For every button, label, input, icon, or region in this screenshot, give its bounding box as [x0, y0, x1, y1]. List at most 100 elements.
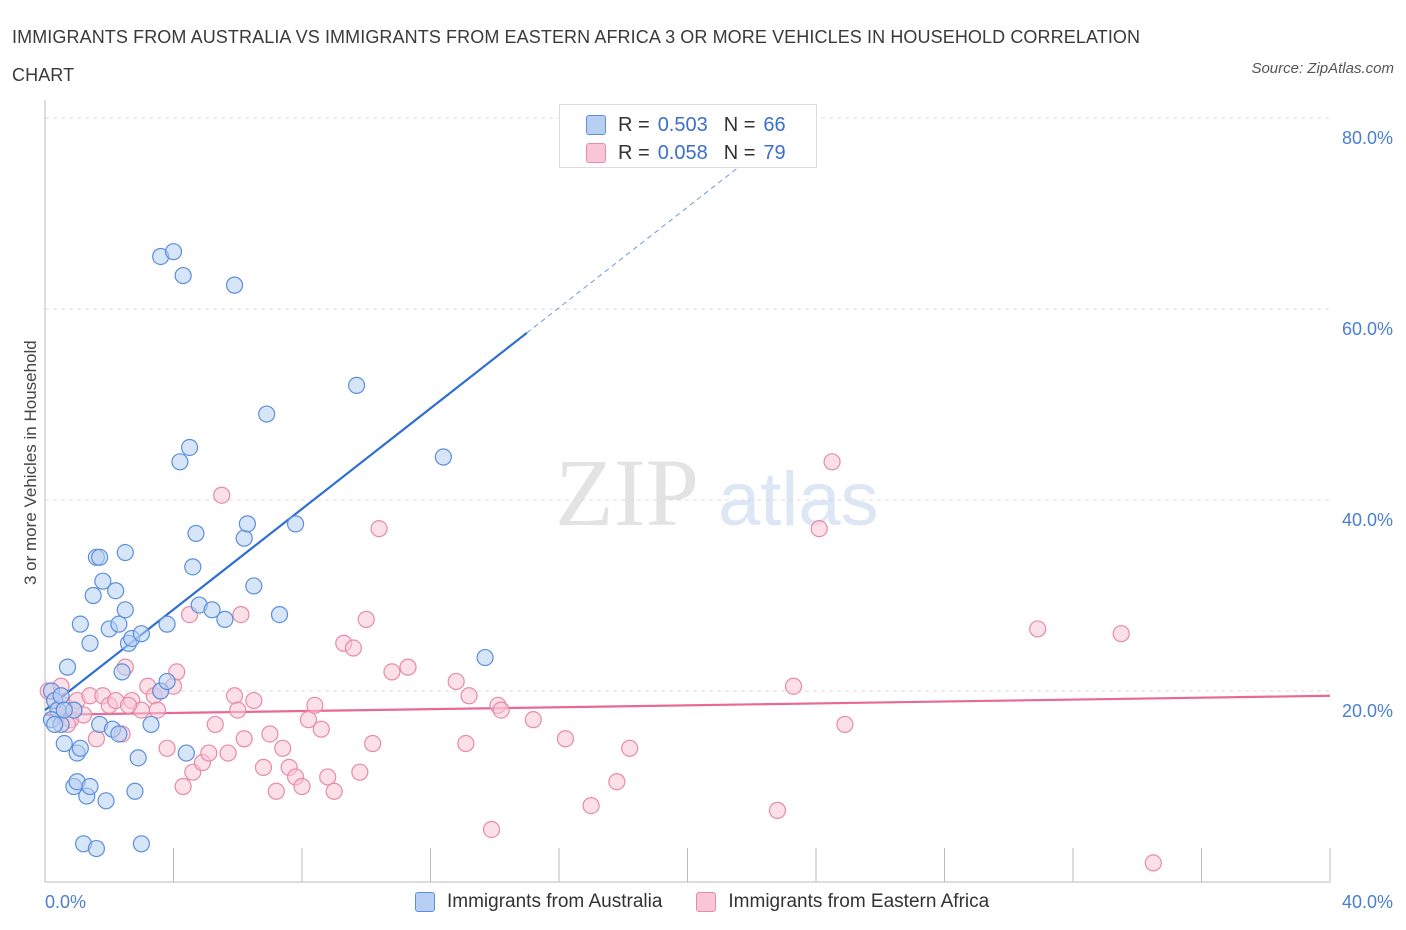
eastern-africa-point [119, 696, 138, 714]
legend-label: Immigrants from Eastern Africa [728, 891, 990, 912]
eastern-africa-point [492, 701, 510, 719]
stats-legend: R = 0.503 N = 66 R = 0.058 N = 79 [559, 104, 817, 168]
eastern-africa-point [267, 782, 285, 800]
watermark-zip: ZIP [555, 439, 699, 546]
eastern-africa-point [582, 796, 600, 815]
australia-point [171, 453, 189, 471]
australia-point [55, 734, 73, 753]
grid [45, 117, 1330, 692]
australia-point [71, 739, 89, 757]
australia-point [216, 610, 234, 628]
australia-point [174, 266, 192, 285]
eastern-africa-point [823, 453, 841, 471]
trend-lines [44, 156, 1331, 716]
australia-point [87, 839, 106, 858]
eastern-africa-point [357, 610, 375, 628]
australia-point [91, 548, 109, 566]
eastern-africa-point [245, 691, 263, 710]
eastern-africa-point [383, 663, 401, 681]
stats-row-australia: R = 0.503 N = 66 [586, 111, 786, 139]
eastern-africa-point [621, 739, 639, 757]
australia-point [142, 715, 160, 734]
australia-point [203, 601, 221, 619]
eastern-africa-point [836, 715, 854, 734]
eastern-africa-point [524, 711, 542, 729]
australia-point [97, 792, 115, 810]
eastern-africa-point [225, 687, 244, 705]
eastern-africa-point [1144, 854, 1162, 872]
australia-point [238, 515, 256, 533]
n-label: N = [723, 113, 756, 136]
australia-point [71, 615, 89, 633]
y-ticks: 20.0% 40.0% 60.0% 80.0% [1342, 128, 1393, 721]
australia-point [235, 529, 253, 547]
eastern-africa-point [219, 744, 237, 762]
australia-point [184, 558, 202, 576]
eastern-africa-point [174, 777, 192, 796]
y-tick-label: 60.0% [1342, 319, 1393, 339]
eastern-africa-point [457, 734, 475, 753]
chart-title: IMMIGRANTS FROM AUSTRALIA VS IMMIGRANTS … [12, 27, 1141, 85]
australia-point [132, 625, 150, 643]
australia-point [158, 672, 176, 691]
eastern-africa-point [1029, 620, 1047, 638]
eastern-africa-point [1112, 625, 1130, 643]
australia-point [113, 663, 131, 681]
australia-point [126, 782, 144, 800]
australia-point [110, 615, 128, 633]
n-value: 66 [763, 113, 786, 136]
eastern-africa-point [87, 730, 106, 748]
y-tick-label: 20.0% [1342, 701, 1393, 721]
eastern-africa-point [148, 701, 167, 719]
r-label: R = [618, 141, 650, 164]
axes [44, 100, 1331, 883]
legend-item-eastern-africa[interactable]: Immigrants from Eastern Africa [696, 891, 989, 913]
australia-point [46, 715, 64, 734]
australia-point [107, 582, 125, 600]
australia-swatch [586, 115, 606, 135]
australia-point [81, 634, 99, 652]
eastern-africa-point [344, 639, 362, 657]
eastern-africa-point [447, 672, 465, 691]
australia-trend-extension [526, 156, 753, 334]
eastern-africa-point [556, 730, 575, 748]
legend-label: Immigrants from Australia [447, 891, 663, 912]
eastern-africa-point [460, 687, 478, 705]
eastern-africa-swatch [696, 892, 717, 912]
australia-point [187, 524, 205, 543]
australia-point [52, 687, 70, 705]
australia-point [225, 276, 244, 294]
australia-point [164, 243, 183, 261]
eastern-africa-point [213, 486, 231, 504]
australia-point [94, 572, 112, 590]
australia-point [286, 515, 305, 533]
eastern-africa-trend-line [44, 694, 1331, 716]
australia-point [158, 615, 176, 633]
eastern-africa-point [254, 758, 273, 777]
eastern-africa-point [261, 725, 279, 743]
eastern-africa-point [768, 801, 787, 819]
legend-item-australia[interactable]: Immigrants from Australia [415, 891, 662, 913]
eastern-africa-point [325, 782, 343, 800]
eastern-africa-point [312, 720, 330, 738]
eastern-africa-point [399, 658, 417, 676]
series-legend: Immigrants from Australia Immigrants fro… [415, 888, 1023, 916]
australia-point [258, 405, 276, 423]
australia-point [177, 744, 195, 762]
australia-point [132, 835, 150, 853]
eastern-africa-point [200, 744, 218, 762]
eastern-africa-point [351, 763, 369, 781]
x-tick-label: 40.0% [1342, 892, 1393, 912]
eastern-africa-point [810, 520, 828, 538]
australia-point [58, 658, 77, 676]
eastern-africa-point [206, 715, 224, 734]
eastern-africa-point [364, 734, 382, 753]
stats-row-eastern-africa: R = 0.058 N = 79 [586, 139, 786, 167]
r-label: R = [618, 113, 650, 136]
y-tick-label: 40.0% [1342, 510, 1393, 530]
n-value: 79 [763, 141, 786, 164]
eastern-africa-point [229, 701, 247, 719]
eastern-africa-point [293, 777, 311, 796]
australia-point [180, 438, 199, 457]
